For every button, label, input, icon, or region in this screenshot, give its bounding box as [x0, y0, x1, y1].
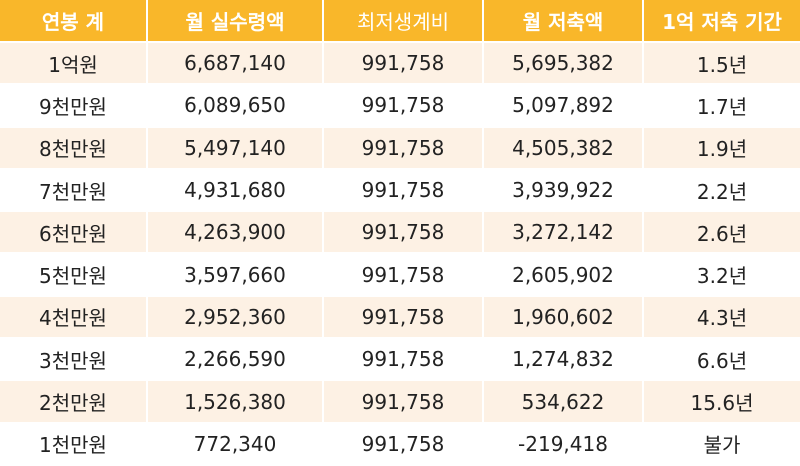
cell-savings-period: 6.6년 [644, 339, 800, 382]
cell-annual-salary: 9천만원 [0, 85, 148, 128]
cell-annual-salary: 2천만원 [0, 381, 148, 424]
cell-minimum-living-cost: 991,758 [324, 339, 484, 382]
header-monthly-net-pay: 월 실수령액 [148, 0, 324, 43]
cell-monthly-savings: 1,960,602 [484, 296, 644, 340]
cell-monthly-savings: -219,418 [484, 423, 644, 466]
table-row: 1억원 6,687,140 991,758 5,695,382 1.5년 [0, 43, 800, 86]
cell-monthly-savings: 5,695,382 [484, 43, 644, 86]
cell-savings-period: 3.2년 [644, 254, 800, 297]
cell-monthly-net-pay: 6,089,650 [148, 85, 324, 128]
cell-annual-salary: 3천만원 [0, 339, 148, 382]
cell-minimum-living-cost: 991,758 [324, 127, 484, 170]
table-row: 5천만원 3,597,660 991,758 2,605,902 3.2년 [0, 254, 800, 297]
cell-savings-period: 불가 [644, 423, 800, 466]
cell-monthly-savings: 2,605,902 [484, 254, 644, 297]
cell-annual-salary: 8천만원 [0, 127, 148, 170]
table-row: 1천만원 772,340 991,758 -219,418 불가 [0, 423, 800, 466]
header-monthly-savings: 월 저축액 [484, 0, 644, 43]
cell-monthly-savings: 3,939,922 [484, 169, 644, 213]
cell-monthly-savings: 534,622 [484, 381, 644, 424]
cell-minimum-living-cost: 991,758 [324, 85, 484, 128]
cell-minimum-living-cost: 991,758 [324, 212, 484, 255]
table-row: 8천만원 5,497,140 991,758 4,505,382 1.9년 [0, 127, 800, 170]
cell-savings-period: 2.6년 [644, 212, 800, 255]
cell-annual-salary: 5천만원 [0, 254, 148, 297]
cell-monthly-savings: 1,274,832 [484, 339, 644, 382]
cell-savings-period: 15.6년 [644, 381, 800, 424]
cell-monthly-savings: 3,272,142 [484, 212, 644, 255]
table-row: 3천만원 2,266,590 991,758 1,274,832 6.6년 [0, 339, 800, 382]
cell-savings-period: 1.9년 [644, 127, 800, 170]
cell-monthly-net-pay: 3,597,660 [148, 254, 324, 297]
table-row: 7천만원 4,931,680 991,758 3,939,922 2.2년 [0, 169, 800, 213]
header-savings-period: 1억 저축 기간 [644, 0, 800, 43]
cell-annual-salary: 4천만원 [0, 296, 148, 340]
cell-minimum-living-cost: 991,758 [324, 423, 484, 466]
table-row: 9천만원 6,089,650 991,758 5,097,892 1.7년 [0, 85, 800, 128]
cell-annual-salary: 6천만원 [0, 212, 148, 255]
cell-minimum-living-cost: 991,758 [324, 169, 484, 213]
cell-monthly-net-pay: 4,263,900 [148, 212, 324, 255]
header-annual-salary: 연봉 계 [0, 0, 148, 43]
cell-savings-period: 4.3년 [644, 296, 800, 340]
table-row: 2천만원 1,526,380 991,758 534,622 15.6년 [0, 381, 800, 424]
cell-monthly-savings: 4,505,382 [484, 127, 644, 170]
cell-monthly-net-pay: 6,687,140 [148, 43, 324, 86]
cell-savings-period: 1.5년 [644, 43, 800, 86]
cell-minimum-living-cost: 991,758 [324, 43, 484, 86]
cell-savings-period: 1.7년 [644, 85, 800, 128]
cell-annual-salary: 1억원 [0, 43, 148, 86]
cell-minimum-living-cost: 991,758 [324, 254, 484, 297]
cell-annual-salary: 7천만원 [0, 169, 148, 213]
cell-monthly-net-pay: 2,266,590 [148, 339, 324, 382]
cell-annual-salary: 1천만원 [0, 423, 148, 466]
table-row: 4천만원 2,952,360 991,758 1,960,602 4.3년 [0, 296, 800, 340]
cell-monthly-savings: 5,097,892 [484, 85, 644, 128]
header-minimum-living-cost: 최저생계비 [324, 0, 484, 43]
cell-monthly-net-pay: 4,931,680 [148, 169, 324, 213]
cell-monthly-net-pay: 5,497,140 [148, 127, 324, 170]
cell-monthly-net-pay: 772,340 [148, 423, 324, 466]
cell-minimum-living-cost: 991,758 [324, 296, 484, 340]
table-header-row: 연봉 계 월 실수령액 최저생계비 월 저축액 1억 저축 기간 [0, 0, 800, 43]
table-row: 6천만원 4,263,900 991,758 3,272,142 2.6년 [0, 212, 800, 255]
cell-monthly-net-pay: 2,952,360 [148, 296, 324, 340]
cell-minimum-living-cost: 991,758 [324, 381, 484, 424]
cell-monthly-net-pay: 1,526,380 [148, 381, 324, 424]
cell-savings-period: 2.2년 [644, 169, 800, 213]
